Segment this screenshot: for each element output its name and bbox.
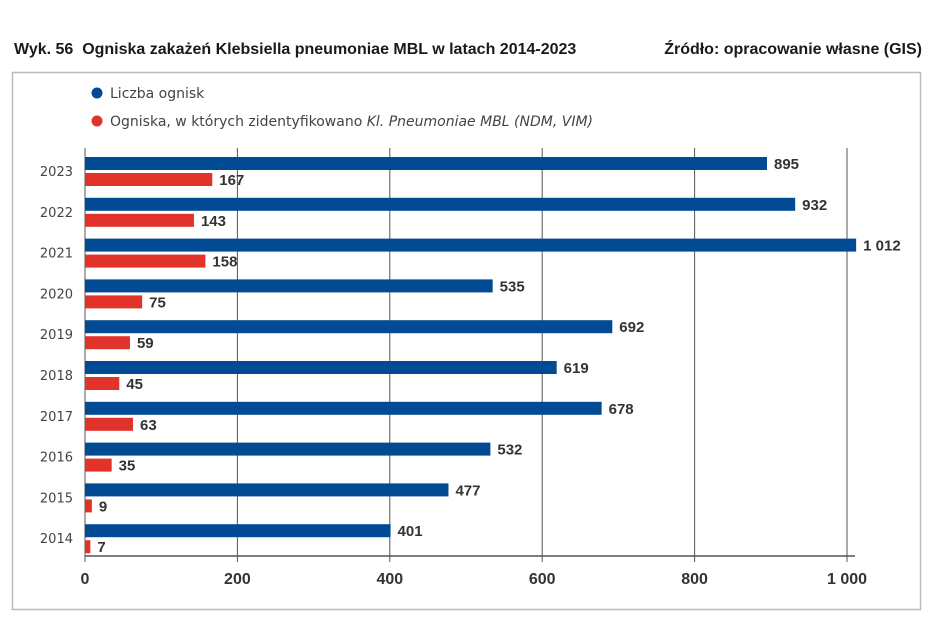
- y-tick-label: 2020: [40, 287, 73, 302]
- chart-title: Wyk. 56 Ogniska zakażeń Klebsiella pneum…: [14, 41, 576, 58]
- bar-ogniska: [85, 442, 491, 456]
- data-label: 477: [455, 482, 480, 499]
- bar-ogniska: [85, 279, 493, 293]
- legend-label-0: Liczba ognisk: [110, 86, 205, 102]
- bar-mbl: [85, 254, 206, 268]
- chart-source: Źródło: opracowanie własne (GIS): [664, 39, 922, 58]
- data-label: 75: [149, 294, 166, 311]
- y-tick-label: 2015: [40, 491, 73, 506]
- bar-mbl: [85, 499, 92, 513]
- bar-mbl: [85, 336, 130, 350]
- data-label: 619: [564, 360, 589, 377]
- x-tick-label: 1 000: [827, 571, 867, 588]
- data-label: 535: [500, 278, 525, 295]
- bar-ogniska: [85, 238, 857, 252]
- chart-frame: [11, 71, 922, 611]
- data-label: 692: [619, 319, 644, 336]
- data-label: 63: [140, 417, 157, 434]
- bar-ogniska: [85, 320, 613, 334]
- legend-marker-0: [91, 87, 103, 99]
- x-tick-label: 800: [681, 571, 708, 588]
- legend-label-1-text: Ogniska, w których zidentyfikowano: [110, 114, 362, 130]
- y-tick-label: 2014: [40, 532, 73, 547]
- data-label: 1 012: [863, 238, 901, 255]
- y-tick-label: 2023: [40, 165, 73, 180]
- x-tick-label: 0: [81, 571, 90, 588]
- legend-label-1-italic: Kl. Pneumoniae MBL (NDM, VIM): [367, 114, 593, 130]
- y-tick-label: 2017: [40, 410, 73, 425]
- bar-mbl: [85, 377, 120, 390]
- bar-mbl: [85, 295, 143, 309]
- data-label: 59: [137, 335, 154, 352]
- data-label: 35: [119, 458, 136, 475]
- y-tick-label: 2016: [40, 451, 73, 466]
- bar-mbl: [85, 540, 91, 554]
- data-label: 678: [609, 401, 634, 418]
- y-tick-label: 2019: [40, 328, 73, 343]
- bar-ogniska: [85, 524, 391, 538]
- bar-ogniska: [85, 157, 767, 170]
- legend-label-1: Ogniska, w których zidentyfikowano Kl. P…: [110, 114, 593, 130]
- legend: Liczba ognisk Ogniska, w których zidenty…: [91, 86, 593, 130]
- data-label: 167: [219, 172, 244, 189]
- y-tick-label: 2018: [40, 369, 73, 384]
- bar-mbl: [85, 458, 112, 472]
- legend-marker-1: [91, 115, 103, 127]
- y-tick-label: 2022: [40, 206, 73, 221]
- data-label: 932: [802, 197, 827, 214]
- bar-mbl: [85, 173, 213, 186]
- data-label: 401: [398, 523, 423, 540]
- bar-ogniska: [85, 401, 602, 415]
- bar-ogniska: [85, 197, 796, 211]
- bar-mbl: [85, 417, 134, 431]
- x-tick-label: 400: [376, 571, 403, 588]
- data-label: 9: [99, 498, 107, 515]
- data-label: 7: [97, 539, 105, 556]
- data-label: 45: [126, 376, 143, 393]
- bar-mbl: [85, 213, 194, 227]
- bar-ogniska: [85, 361, 557, 374]
- data-label: 532: [497, 442, 522, 459]
- data-label: 895: [774, 156, 799, 173]
- x-tick-label: 600: [529, 571, 556, 588]
- data-label: 143: [201, 213, 226, 230]
- x-tick-label: 200: [224, 571, 251, 588]
- data-label: 158: [212, 254, 237, 271]
- bar-ogniska: [85, 483, 449, 497]
- y-tick-label: 2021: [40, 247, 73, 262]
